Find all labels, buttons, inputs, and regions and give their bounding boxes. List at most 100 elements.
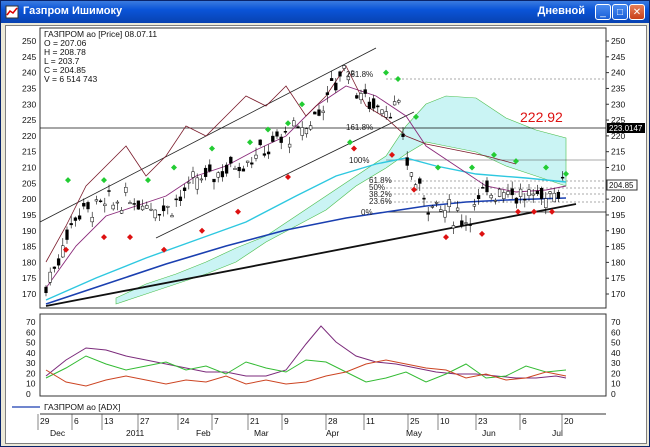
candle-body xyxy=(220,171,225,178)
candle-body xyxy=(94,199,99,202)
buy-signal-marker xyxy=(65,177,71,184)
candle-body xyxy=(518,188,523,197)
candle-body xyxy=(111,204,115,210)
candle-body xyxy=(481,187,485,189)
time-month-label: Jul xyxy=(552,428,563,438)
price-tick-label-left: 235 xyxy=(22,83,36,93)
adx-tick-label: 70 xyxy=(611,317,621,327)
chart-svg[interactable]: 261.8% 161.8% 100% 61.8% 50% 38.2% 23.6%… xyxy=(6,19,646,443)
candle-body xyxy=(300,127,304,136)
sell-signal-marker xyxy=(161,246,167,253)
price-tick-label: 225 xyxy=(611,115,625,125)
adx-tick-label-left: 20 xyxy=(26,368,36,378)
sell-signal-marker xyxy=(443,234,449,241)
candle-body xyxy=(44,286,48,293)
price-tick-label-left: 205 xyxy=(22,178,36,188)
sell-signal-marker xyxy=(351,145,357,152)
time-month-label: Jun xyxy=(482,428,496,438)
time-day-label: 23 xyxy=(478,416,488,426)
candle-body xyxy=(124,187,128,193)
price-tick-label: 185 xyxy=(611,242,625,252)
candle-body xyxy=(346,76,351,81)
candle-body xyxy=(224,164,229,174)
sell-signal-marker xyxy=(199,227,205,234)
info-block: ГАЗПРОМ ао [Price] 08.07.11 O = 207.06 H… xyxy=(44,29,157,84)
sell-signal-marker xyxy=(549,208,555,215)
candle-body xyxy=(472,204,477,207)
channel-lower xyxy=(155,111,415,239)
candle-body xyxy=(308,125,313,130)
price-tick-label: 210 xyxy=(611,163,625,173)
candle-body xyxy=(464,222,468,224)
candle-body xyxy=(132,203,136,205)
adx-panel xyxy=(39,313,607,397)
buy-signal-marker xyxy=(285,120,291,127)
candle-body xyxy=(384,111,388,118)
candle-body xyxy=(48,271,52,283)
candle-body xyxy=(329,78,334,81)
candle-body xyxy=(527,189,531,197)
candle-body xyxy=(409,172,414,177)
price-tick-label: 245 xyxy=(611,52,625,62)
candle-body xyxy=(405,157,409,166)
maximize-button[interactable]: □ xyxy=(612,4,628,20)
buy-signal-marker xyxy=(209,145,215,152)
candle-body xyxy=(426,212,430,215)
candle-body xyxy=(178,196,183,201)
candle-body xyxy=(166,205,170,208)
candle-body xyxy=(212,178,216,183)
time-day-label: 25 xyxy=(410,416,420,426)
info-high: H = 208.78 xyxy=(44,47,86,57)
candle-body xyxy=(447,199,451,207)
info-open: O = 207.06 xyxy=(44,38,87,48)
adx-tick-label-left: 40 xyxy=(26,348,36,358)
title-bar[interactable]: Газпром Ишимоку Дневной _ □ ✕ xyxy=(1,1,649,23)
buy-signal-marker xyxy=(247,139,253,146)
candle-body xyxy=(208,164,212,172)
fib-label-618: 61.8% xyxy=(369,176,392,185)
price-tick-label: 215 xyxy=(611,147,625,157)
candle-body xyxy=(535,190,540,194)
chart-area[interactable]: 261.8% 161.8% 100% 61.8% 50% 38.2% 23.6%… xyxy=(5,19,647,444)
time-month-label: 2011 xyxy=(126,428,145,438)
candle-body xyxy=(275,131,279,137)
time-day-label: 6 xyxy=(522,416,527,426)
candle-body xyxy=(342,65,346,69)
buy-signal-marker xyxy=(145,177,151,184)
info-name: ГАЗПРОМ ао [Price] 08.07.11 xyxy=(44,29,157,39)
info-volume: V = 6 514 743 xyxy=(44,74,97,84)
close-button[interactable]: ✕ xyxy=(629,4,645,20)
time-day-label: 11 xyxy=(366,416,375,426)
minus-di-line xyxy=(45,359,567,387)
candle-body xyxy=(497,188,502,197)
candle-body xyxy=(107,190,111,192)
adx-tick-label: 20 xyxy=(611,368,621,378)
plus-di-line xyxy=(45,355,567,383)
candle-body xyxy=(439,209,443,212)
info-low: L = 203.7 xyxy=(44,56,80,66)
price-tick-label: 170 xyxy=(611,289,625,299)
minimize-button[interactable]: _ xyxy=(595,4,611,20)
candle-body xyxy=(174,198,178,201)
buy-signal-marker xyxy=(469,164,475,171)
candle-body xyxy=(485,180,489,193)
candle-body xyxy=(292,120,296,127)
price-tick-label-left: 190 xyxy=(22,226,36,236)
sell-signal-marker xyxy=(101,234,107,241)
time-month-label: Mar xyxy=(254,428,269,438)
period-label[interactable]: Дневной xyxy=(537,5,586,17)
price-tick-label: 180 xyxy=(611,257,625,267)
candle-body xyxy=(279,136,283,143)
candle-body xyxy=(98,200,103,203)
time-axis: 29 6 13 27 24 7 21 9 28 11 25 10 23 6 20 Dec 2011 Feb Mar A… xyxy=(37,414,574,438)
candle-body xyxy=(203,167,208,177)
candle-body xyxy=(388,116,393,119)
candle-body xyxy=(476,195,481,200)
price-tick-label-left: 185 xyxy=(22,242,36,252)
candle-body xyxy=(157,213,162,216)
fib-labels: 261.8% 161.8% 100% 61.8% 50% 38.2% 23.6%… xyxy=(346,70,392,217)
candle-body xyxy=(489,194,493,199)
candle-body xyxy=(136,200,141,210)
candle-body xyxy=(82,202,86,207)
buy-signal-marker xyxy=(299,101,305,108)
